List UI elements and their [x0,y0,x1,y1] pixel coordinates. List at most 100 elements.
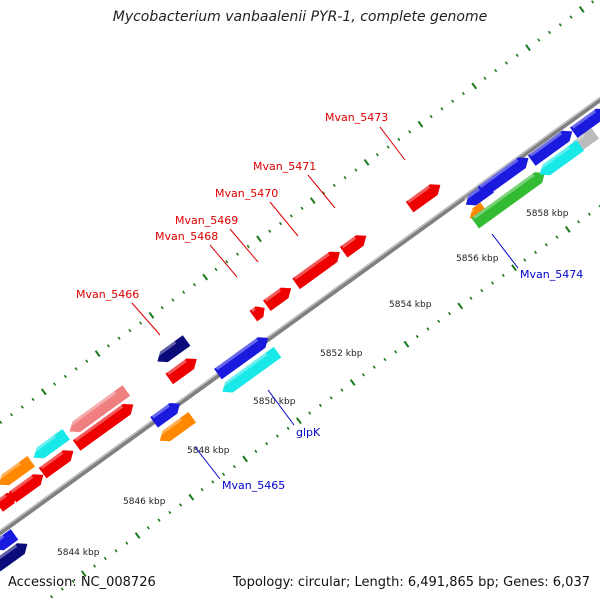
gene-arrow[interactable] [154,335,191,367]
tick-mark [515,53,519,58]
tick-mark [254,449,258,454]
tick-mark [157,518,161,522]
gene-arrow[interactable] [219,346,282,397]
gene-arrow[interactable] [527,126,576,166]
gene-arrow-body [339,235,367,258]
gene-arrow[interactable] [477,153,533,198]
gene-arrow-shine [151,404,170,419]
tick-mark [511,264,517,272]
tick-mark [309,197,316,205]
gene-label[interactable]: Mvan_5468 [155,230,218,243]
gene-label[interactable]: Mvan_5471 [253,160,316,173]
tick-mark [397,137,401,142]
tick-mark [53,382,57,386]
tick-mark [171,298,175,302]
gene-leader-line [209,244,238,278]
gene-arrow[interactable] [263,283,295,312]
gene-label[interactable]: Mvan_5470 [215,187,278,200]
gene-arrow-shine [472,173,535,220]
tick-mark [501,273,505,278]
gene-arrow[interactable] [292,247,343,290]
gene-arrow-body [569,108,600,138]
tick-mark [214,267,218,272]
gene-arrow[interactable] [38,446,77,479]
gene-label[interactable]: Mvan_5473 [325,111,388,124]
tick-mark [471,82,478,90]
gene-arrow[interactable] [405,180,444,213]
tick-mark [192,283,196,287]
gene-arrow-body [0,456,36,486]
gene-label[interactable]: Mvan_5465 [222,479,285,492]
tick-mark [354,168,358,172]
tick-mark [408,130,412,134]
gene-arrow-body [165,358,197,385]
gene-label[interactable]: Mvan_5466 [76,288,139,301]
gene-arrow[interactable] [66,385,131,437]
tick-mark [537,38,541,42]
gene-arrow[interactable] [8,470,47,503]
gene-arrow[interactable] [156,412,197,446]
gene-arrow[interactable] [30,429,71,463]
gene-arrow-body [222,346,282,393]
gene-leader-line [131,302,161,336]
gene-arrow[interactable] [339,231,370,258]
gene-arrow-body [159,412,197,442]
tick-mark [300,206,304,210]
genome-axis [0,96,600,536]
tick-mark [93,564,97,568]
gene-arrow[interactable] [0,456,36,490]
tick-mark [188,493,195,501]
kbp-tick-label: 5854 kbp [389,300,432,310]
kbp-tick-label: 5848 kbp [187,446,230,456]
gene-arrow[interactable] [471,168,548,229]
gene-arrow-shine [67,391,117,428]
tick-mark [128,328,132,333]
gene-arrow[interactable] [150,398,184,428]
kbp-tick-label: 5850 kbp [253,397,296,407]
gene-arrow-shine [10,475,34,494]
tick-mark [200,487,204,492]
gene-arrow[interactable] [0,488,21,512]
tick-mark [179,503,183,507]
gene-leader-line [379,126,406,161]
gene-label[interactable]: Mvan_5474 [520,268,583,281]
gene-arrow[interactable] [536,140,585,180]
tick-mark [340,388,344,392]
gene-arrow[interactable] [569,104,600,138]
gene-arrow-shine [0,461,22,481]
gene-arrow-body [263,287,292,312]
gene-arrow[interactable] [0,539,31,572]
gene-arrow[interactable] [214,333,272,380]
gene-arrow[interactable] [165,354,200,385]
tick-mark [71,579,75,584]
gene-arrow-shine [74,405,124,442]
tick-mark [94,350,101,357]
tick-mark [457,302,464,310]
gene-arrow-shine [463,187,481,201]
gene-arrow[interactable] [72,399,137,451]
gene-arrow[interactable] [249,303,269,322]
gene-arrow-shine [0,494,7,503]
gene-arrow-body [8,474,44,503]
gene-arrow-shine [157,417,183,437]
tick-mark [322,191,326,195]
tick-mark [202,273,209,281]
tick-mark [426,327,430,331]
tick-mark [63,374,67,379]
accession-label: Accession: NC_008726 [8,575,156,590]
tick-mark [318,403,322,408]
tick-mark [139,321,143,325]
gene-arrow-shine [40,451,64,470]
gene-arrow[interactable] [0,529,19,555]
tick-mark [146,526,150,530]
tick-mark [160,305,164,310]
tick-mark [564,226,571,233]
gene-label[interactable]: glpK [296,426,321,439]
tick-mark [256,235,262,243]
gene-arrow-shine [537,145,571,171]
gene-label[interactable]: Mvan_5469 [175,214,238,227]
tick-mark [555,235,559,239]
gene-arrow-body [539,140,585,176]
kbp-tick-label: 5852 kbp [320,349,363,359]
